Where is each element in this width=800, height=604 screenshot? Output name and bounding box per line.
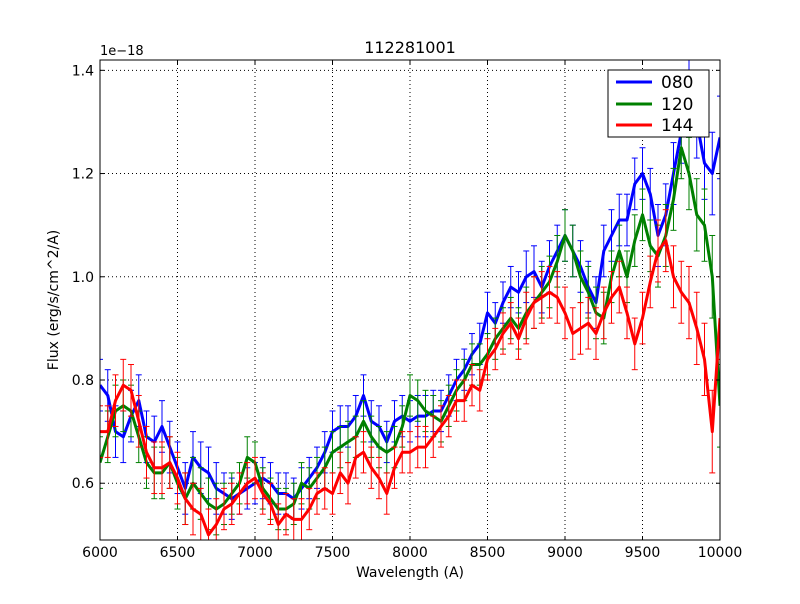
x-tick-label: 10000 <box>698 545 743 561</box>
y-tick-label: 1.4 <box>72 63 94 79</box>
x-tick-label: 9500 <box>625 545 661 561</box>
x-tick-label: 6000 <box>82 545 118 561</box>
axis-ticks: 6000 6500 7000 7500 8000 8500 9000 9500 10000 0.6… <box>72 60 743 561</box>
legend-label-120: 120 <box>661 95 693 115</box>
x-tick-label: 8500 <box>470 545 506 561</box>
chart-title: 112281001 <box>364 38 456 57</box>
legend-label-144: 144 <box>661 116 693 136</box>
y-tick-label: 1.0 <box>72 270 94 286</box>
series-line-144 <box>100 239 720 537</box>
y-tick-label: 0.8 <box>72 373 94 389</box>
x-tick-label: 7500 <box>315 545 351 561</box>
y-tick-label: 1.2 <box>72 167 94 183</box>
x-tick-label: 9000 <box>547 545 583 561</box>
series-line-120 <box>100 146 720 511</box>
x-tick-label: 8000 <box>392 545 428 561</box>
x-axis-label: Wavelength (A) <box>356 565 464 581</box>
y-offset-label: 1e−18 <box>100 44 144 59</box>
series-144 <box>100 209 720 540</box>
x-tick-label: 7000 <box>237 545 273 561</box>
y-axis-label: Flux (erg/s/cm^2/A) <box>46 230 62 370</box>
legend-label-080: 080 <box>661 73 693 93</box>
legend: 080 120 144 <box>607 69 710 138</box>
series-layer <box>100 60 720 540</box>
x-tick-label: 6500 <box>160 545 196 561</box>
y-tick-label: 0.6 <box>72 476 94 492</box>
